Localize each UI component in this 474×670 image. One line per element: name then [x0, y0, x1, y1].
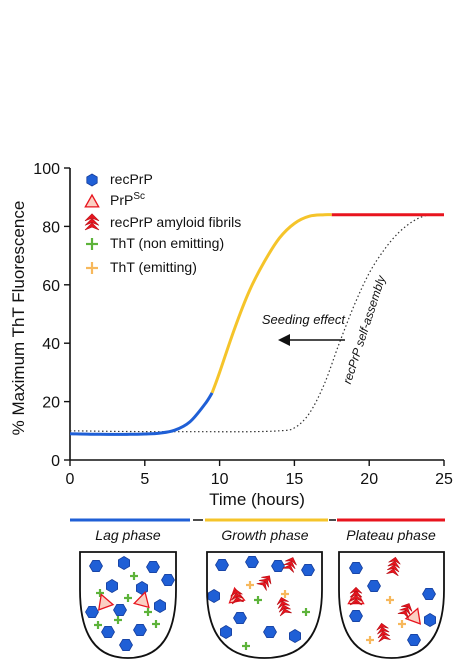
amyloid-fibril	[376, 622, 391, 643]
legend-marker-tht-emitting	[86, 262, 98, 274]
recprp-hexagon	[106, 579, 118, 593]
phase-label: Lag phase	[95, 527, 161, 543]
recprp-hexagon	[89, 560, 103, 572]
y-tick-label: 40	[42, 336, 60, 353]
chart-curves	[69, 213, 445, 436]
x-tick-label: 5	[140, 471, 149, 488]
tht-emitting	[386, 596, 394, 604]
tht-non-emitting	[152, 620, 160, 628]
recprp-hexagon	[119, 639, 133, 651]
legend-marker-recprp-hexagon	[86, 173, 98, 187]
amyloid-fibril	[349, 586, 363, 606]
recprp-hexagon	[349, 610, 363, 622]
x-tick-label: 25	[435, 471, 453, 488]
x-tick-label: 0	[66, 471, 75, 488]
recprp-hexagon	[153, 599, 167, 613]
y-tick-label: 100	[33, 161, 60, 178]
tht-non-emitting	[94, 621, 102, 629]
recprp-hexagon	[233, 612, 247, 624]
legend-label: PrPSc	[110, 191, 145, 208]
tht-emitting	[246, 581, 254, 589]
y-tick-label: 0	[51, 453, 60, 470]
series-seeded-growth	[210, 213, 332, 394]
legend-label: recPrP	[110, 171, 153, 187]
recprp-hexagon	[161, 574, 175, 586]
prpsc-triangle	[132, 590, 150, 609]
tht-non-emitting	[242, 642, 250, 650]
tht-non-emitting	[254, 596, 262, 604]
phase-label: Growth phase	[221, 527, 308, 543]
legend: recPrP PrPSc recPrP amyloid fibrils ThT (no…	[84, 171, 241, 275]
phase-label: Plateau phase	[346, 527, 436, 543]
recprp-hexagon	[245, 556, 259, 568]
amyloid-fibril	[230, 588, 245, 605]
recprp-hexagon	[118, 556, 131, 570]
recprp-hexagon	[146, 561, 160, 573]
prpsc-triangle	[97, 593, 115, 611]
legend-marker-tht-non-emitting	[86, 238, 98, 250]
recprp-hexagon	[263, 626, 277, 638]
chart-annotations: Seeding effect recPrP self-assembly	[262, 273, 389, 386]
chart-axes: 0 5 10 15 20 25 0 20 40 60 80 100 Time (hours) % Maxi…	[9, 161, 453, 509]
tht-emitting	[281, 590, 289, 598]
recprp-hexagon	[101, 626, 115, 638]
recprp-hexagon	[85, 606, 99, 618]
recprp-hexagon	[422, 588, 436, 600]
reaction-well-2	[338, 551, 445, 659]
recprp-hexagon	[207, 589, 221, 603]
recprp-hexagon	[407, 634, 421, 646]
annotation-seeding-effect: Seeding effect	[262, 312, 347, 327]
y-axis-title: % Maximum ThT Fluorescence	[9, 201, 28, 436]
tht-emitting	[398, 620, 406, 628]
legend-label: ThT (non emitting)	[110, 235, 224, 251]
tht-non-emitting	[144, 608, 152, 616]
tht-non-emitting	[124, 594, 132, 602]
x-tick-label: 20	[360, 471, 378, 488]
legend-label-superscript: Sc	[133, 191, 145, 202]
amyloid-fibril	[276, 596, 292, 617]
prpsc-triangle	[404, 607, 422, 625]
amyloid-fibril	[386, 556, 401, 577]
recprp-hexagon	[133, 624, 147, 636]
tht-non-emitting	[130, 572, 138, 580]
recprp-hexagon	[219, 625, 233, 639]
phase-panels: Lag phase Growth phase Plateau phase	[70, 518, 445, 659]
series-seeded-lag	[69, 392, 214, 436]
y-tick-label: 80	[42, 219, 60, 236]
recprp-hexagon	[271, 560, 285, 572]
x-tick-label: 15	[286, 471, 304, 488]
tht-emitting	[366, 636, 374, 644]
recprp-hexagon	[288, 629, 302, 643]
tht-non-emitting	[96, 589, 104, 597]
recprp-hexagon	[423, 613, 437, 627]
annotation-self-assembly: recPrP self-assembly	[340, 273, 389, 386]
tht-non-emitting	[302, 608, 310, 616]
recprp-hexagon	[215, 559, 229, 571]
amyloid-fibril	[282, 557, 297, 573]
recprp-hexagon	[367, 580, 381, 592]
amyloid-fibril	[397, 603, 413, 619]
recprp-hexagon	[301, 564, 315, 576]
seeding-arrow	[278, 334, 345, 346]
x-axis-title: Time (hours)	[209, 490, 305, 509]
y-tick-label: 60	[42, 278, 60, 295]
amyloid-fibril	[256, 575, 272, 591]
legend-label: recPrP amyloid fibrils	[110, 214, 241, 230]
legend-marker-prpsc-triangle	[84, 193, 100, 208]
legend-label: ThT (emitting)	[110, 259, 197, 275]
x-tick-label: 10	[211, 471, 229, 488]
y-tick-label: 20	[42, 395, 60, 412]
recprp-hexagon	[135, 581, 149, 595]
tht-non-emitting	[114, 616, 122, 624]
recprp-hexagon	[113, 604, 127, 616]
recprp-hexagon	[349, 562, 363, 574]
legend-marker-fibril	[84, 213, 100, 231]
